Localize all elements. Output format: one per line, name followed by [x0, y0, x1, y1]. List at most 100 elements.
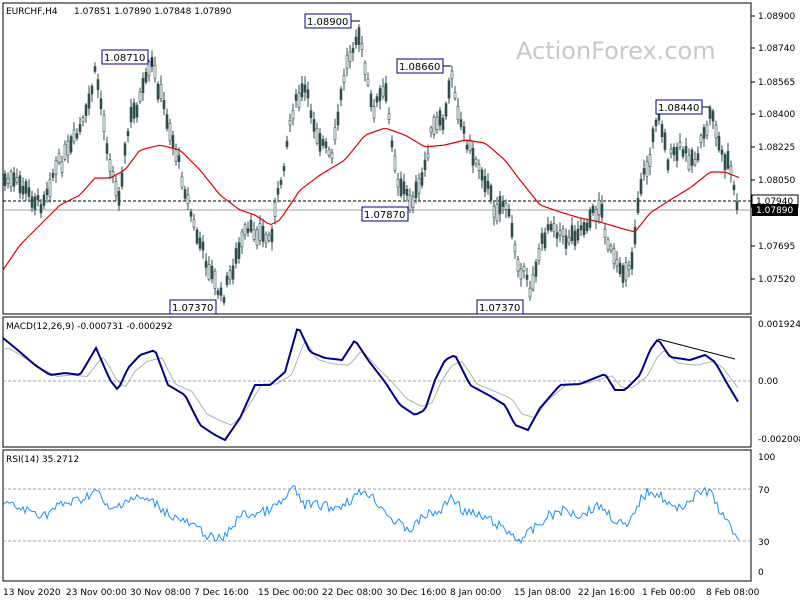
candle-body — [540, 233, 544, 244]
candle-body — [210, 265, 214, 280]
candle-body — [456, 106, 460, 121]
candle-body — [102, 114, 106, 133]
price-tick: 1.08740 — [758, 44, 795, 54]
candle-body — [408, 195, 412, 211]
candle-body — [15, 177, 19, 183]
rsi-tick: 30 — [758, 538, 770, 548]
candle-body — [177, 155, 181, 162]
candle-body — [726, 151, 730, 169]
candle-body — [318, 133, 322, 152]
candle-body — [369, 93, 373, 107]
candle-body — [264, 233, 268, 244]
candle-body — [228, 270, 232, 280]
time-tick: 30 Dec 16:00 — [386, 588, 447, 598]
watermark: ActionForex.com — [516, 37, 716, 65]
candlesticks — [3, 24, 739, 306]
candle-body — [300, 83, 304, 98]
candle-body — [348, 51, 352, 62]
callout-box-1 — [101, 49, 149, 65]
candle-body — [189, 211, 193, 217]
candle-body — [297, 92, 301, 109]
candle-body — [33, 196, 37, 211]
macd-panel[interactable]: MACD(12,26,9) -0.000731 -0.000292 0.0019… — [2, 316, 800, 448]
time-tick: 22 Jan 16:00 — [578, 588, 635, 598]
candle-body — [357, 27, 361, 45]
candle-body — [630, 252, 634, 270]
candle-body — [225, 275, 229, 285]
symbol-title: EURCHF,H4 — [6, 7, 58, 17]
candle-body — [381, 86, 385, 97]
candle-body — [702, 127, 706, 139]
candle-body — [384, 83, 388, 102]
candle-body — [171, 135, 175, 148]
candle-body — [285, 140, 289, 148]
candle-body — [546, 224, 550, 231]
candle-body — [594, 209, 598, 222]
candle-body — [42, 194, 46, 206]
candle-body — [549, 223, 553, 231]
candle-body — [582, 222, 586, 235]
candle-body — [525, 274, 529, 280]
candle-body — [654, 119, 658, 127]
candle-body — [483, 176, 487, 193]
candle-body — [231, 265, 235, 280]
candle-body — [354, 36, 358, 45]
candle-body — [201, 241, 205, 251]
rsi-panel[interactable]: RSI(14) 35.2712 100 70 30 0 — [2, 449, 775, 582]
candle-body — [666, 159, 670, 171]
candle-body — [306, 89, 310, 99]
candle-body — [579, 225, 583, 231]
callout-box-5 — [361, 206, 409, 222]
callout-low-1: 1.07870 — [364, 210, 405, 221]
time-tick: 8 Feb 08:00 — [706, 588, 760, 598]
rsi-tick: 70 — [758, 486, 770, 496]
rsi-tick: 0 — [758, 568, 764, 578]
candle-body — [507, 208, 511, 217]
candle-body — [234, 248, 238, 264]
candle-body — [96, 79, 100, 91]
candle-body — [99, 98, 103, 110]
candle-body — [522, 266, 526, 272]
candle-body — [588, 209, 592, 228]
candle-body — [129, 107, 133, 123]
candle-body — [735, 201, 739, 210]
candle-body — [69, 136, 73, 153]
candle-body — [324, 141, 328, 149]
candle-body — [687, 154, 691, 170]
candle-body — [414, 181, 418, 198]
candle-body — [669, 148, 673, 154]
time-tick: 8 Jan 00:00 — [450, 588, 502, 598]
macd-tick: 0.001924 — [758, 320, 800, 330]
candle-body — [564, 235, 568, 249]
callout-high-2: 1.08900 — [307, 17, 348, 28]
candle-body — [543, 232, 547, 249]
candle-body — [609, 245, 613, 251]
candle-body — [282, 166, 286, 171]
candle-body — [699, 135, 703, 143]
candle-body — [567, 237, 571, 244]
main-price-panel[interactable]: ActionForex.com EURCHF,H4 1.07851 1.0789… — [2, 2, 799, 315]
candle-body — [240, 231, 244, 248]
callout-high-1: 1.08710 — [104, 53, 145, 64]
candle-body — [405, 188, 409, 196]
price-axis: 1.08900 1.08740 1.08565 1.08400 1.08225 … — [751, 12, 799, 285]
candle-body — [132, 102, 136, 119]
candle-body — [531, 274, 535, 290]
candle-body — [18, 175, 22, 194]
candle-body — [597, 199, 601, 216]
candle-body — [411, 195, 415, 208]
candle-body — [276, 188, 280, 195]
candle-body — [447, 80, 451, 99]
current-price-label: 1.07890 — [756, 206, 793, 216]
candle-body — [528, 287, 532, 298]
candle-body — [393, 155, 397, 171]
candle-body — [66, 140, 70, 156]
macd-tick: -0.002008 — [758, 435, 800, 445]
candle-body — [585, 222, 589, 232]
candle-body — [120, 172, 124, 187]
candle-body — [396, 178, 400, 188]
candle-body — [711, 110, 715, 122]
time-tick: 22 Dec 08:00 — [322, 588, 383, 598]
candle-body — [147, 61, 151, 77]
